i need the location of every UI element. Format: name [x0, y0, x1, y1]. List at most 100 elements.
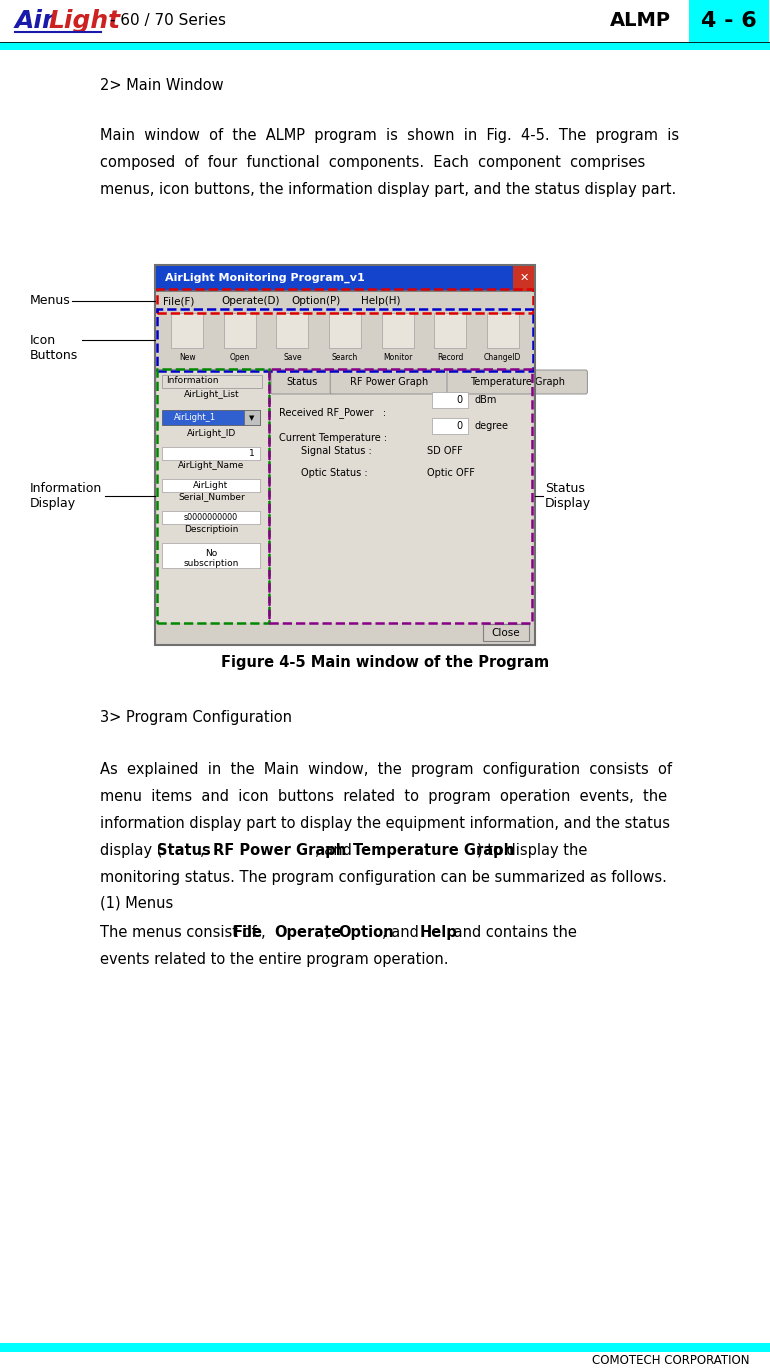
Bar	[244, 410, 260, 425]
Bar	[162, 375, 262, 388]
Text: 2> Main Window: 2> Main Window	[100, 78, 223, 93]
Text: 4 - 6: 4 - 6	[701, 11, 757, 32]
Text: and contains the: and contains the	[449, 925, 577, 940]
Text: degree: degree	[474, 421, 508, 432]
Text: 0: 0	[456, 395, 462, 406]
Bar	[0, 42, 770, 49]
Text: Save: Save	[283, 352, 302, 362]
Text: AirLight_List: AirLight_List	[184, 390, 239, 400]
Text: ,: ,	[325, 925, 334, 940]
Text: Operate: Operate	[274, 925, 341, 940]
Text: Information: Information	[166, 377, 219, 385]
Text: Current Temperature :: Current Temperature :	[279, 433, 387, 443]
Text: Serial_Number: Serial_Number	[178, 492, 245, 501]
Text: RF Power Graph: RF Power Graph	[350, 377, 429, 386]
Bar	[487, 314, 519, 348]
Bar	[269, 369, 532, 623]
FancyBboxPatch shape	[689, 0, 769, 47]
Bar	[157, 289, 533, 312]
Bar	[434, 314, 466, 348]
Text: Main  window  of  the  ALMP  program  is  shown  in  Fig.  4-5.  The  program  i: Main window of the ALMP program is shown…	[100, 127, 679, 142]
Bar	[155, 290, 535, 645]
Text: Status: Status	[286, 377, 317, 386]
Bar	[224, 314, 256, 348]
FancyBboxPatch shape	[330, 370, 449, 395]
Text: Status: Status	[157, 843, 210, 858]
Text: AirLight_Name: AirLight_Name	[179, 460, 245, 470]
Text: AirLight: AirLight	[193, 481, 229, 490]
Text: ▼: ▼	[249, 415, 255, 421]
Text: AirLight_ID: AirLight_ID	[187, 429, 236, 437]
Text: Air: Air	[15, 10, 55, 33]
Text: ) to display the: ) to display the	[477, 843, 588, 858]
Bar	[171, 314, 203, 348]
Bar	[155, 264, 535, 645]
Text: As  explained  in  the  Main  window,  the  program  configuration  consists  of: As explained in the Main window, the pro…	[100, 762, 672, 777]
Text: ✕: ✕	[519, 273, 529, 284]
Text: dBm: dBm	[474, 395, 497, 406]
Bar	[162, 543, 260, 569]
Text: Icon
Buttons: Icon Buttons	[30, 334, 79, 362]
Text: Record: Record	[437, 352, 464, 362]
Text: menu  items  and  icon  buttons  related  to  program  operation  events,  the: menu items and icon buttons related to p…	[100, 789, 667, 804]
Text: Descriptioin: Descriptioin	[184, 525, 239, 533]
Text: 0: 0	[456, 421, 462, 432]
Text: Temperature Graph: Temperature Graph	[353, 843, 514, 858]
Text: Optic OFF: Optic OFF	[427, 469, 475, 478]
Text: 1: 1	[249, 449, 255, 458]
Text: information display part to display the equipment information, and the status: information display part to display the …	[100, 817, 670, 832]
Text: Signal Status :: Signal Status :	[301, 447, 372, 456]
Text: The menus consist of: The menus consist of	[100, 925, 261, 940]
Text: ,: ,	[262, 925, 271, 940]
Text: monitoring status. The program configuration can be summarized as follows.: monitoring status. The program configura…	[100, 870, 667, 885]
Text: events related to the entire program operation.: events related to the entire program ope…	[100, 952, 448, 967]
Text: ALMP: ALMP	[610, 11, 671, 30]
Bar	[269, 369, 532, 623]
Text: , and: , and	[382, 925, 423, 940]
Text: SD OFF: SD OFF	[427, 447, 463, 456]
Text: Monitor: Monitor	[383, 352, 412, 362]
Bar	[0, 0, 770, 42]
Text: Option(P): Option(P)	[291, 296, 340, 306]
Bar	[157, 310, 533, 371]
Text: 3> Program Configuration: 3> Program Configuration	[100, 710, 292, 725]
Bar	[157, 369, 269, 623]
Text: RF Power Graph: RF Power Graph	[213, 843, 346, 858]
Bar	[155, 264, 535, 290]
Text: - 60 / 70 Series: - 60 / 70 Series	[105, 14, 226, 29]
Text: Help: Help	[420, 925, 457, 940]
Text: Operate(D): Operate(D)	[221, 296, 280, 306]
FancyBboxPatch shape	[447, 370, 588, 395]
Text: AirLight Monitoring Program_v1: AirLight Monitoring Program_v1	[165, 273, 365, 284]
Bar	[382, 314, 413, 348]
Text: ,: ,	[200, 843, 209, 858]
Text: Received RF_Power   :: Received RF_Power :	[279, 407, 386, 418]
Text: Option: Option	[338, 925, 393, 940]
Text: COMOTECH CORPORATION: COMOTECH CORPORATION	[592, 1355, 750, 1367]
Bar	[483, 623, 529, 641]
Text: File: File	[233, 925, 263, 940]
Bar	[162, 447, 260, 460]
Text: ChangeID: ChangeID	[484, 352, 521, 362]
Bar	[432, 392, 468, 408]
Text: New: New	[179, 352, 196, 362]
Text: Light: Light	[49, 10, 121, 33]
Bar	[329, 314, 361, 348]
Bar	[162, 479, 260, 492]
Text: AirLight_1: AirLight_1	[174, 414, 216, 422]
Bar	[513, 264, 535, 290]
Text: Help(H): Help(H)	[361, 296, 400, 306]
Bar	[162, 511, 260, 523]
Text: No
subscription: No subscription	[183, 549, 239, 569]
Text: Figure 4-5 Main window of the Program: Figure 4-5 Main window of the Program	[221, 655, 549, 670]
Text: File(F): File(F)	[163, 296, 194, 306]
Text: Menus: Menus	[30, 295, 71, 307]
FancyBboxPatch shape	[271, 370, 332, 395]
Text: Close: Close	[492, 627, 521, 637]
Text: Search: Search	[332, 352, 358, 362]
Text: Status
Display: Status Display	[545, 482, 591, 510]
Bar	[0, 1343, 770, 1352]
Text: Optic Status :: Optic Status :	[301, 469, 367, 478]
Text: Temperature Graph: Temperature Graph	[470, 377, 564, 386]
Bar	[276, 314, 309, 348]
